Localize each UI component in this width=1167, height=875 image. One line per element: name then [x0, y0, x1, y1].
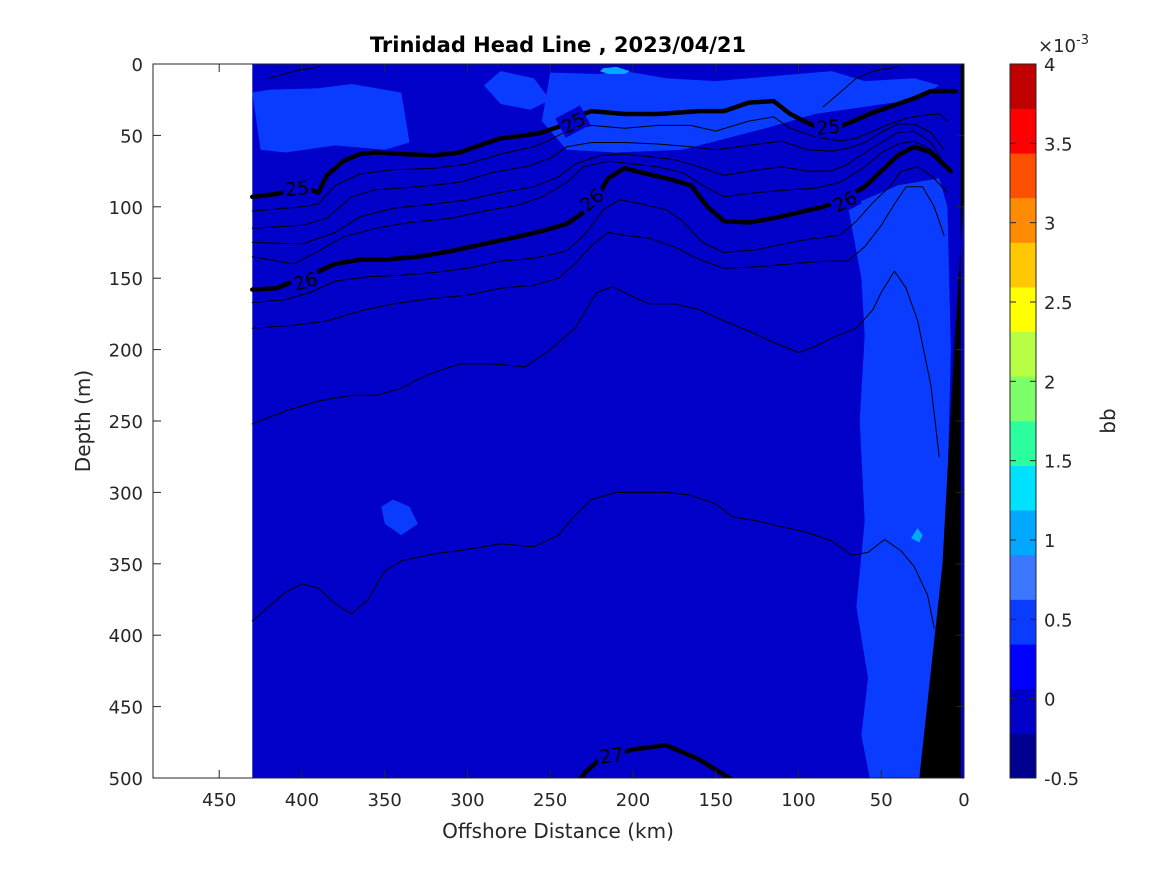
colorbar-label: bb [1096, 408, 1120, 433]
x-tick-label: 50 [870, 790, 893, 811]
colorbar-swatch [1010, 733, 1036, 779]
colorbar-swatch [1010, 64, 1036, 109]
field-region [484, 71, 551, 110]
contour-line-minor [251, 140, 948, 265]
contour-line-minor [251, 123, 945, 229]
y-tick-label: 400 [109, 626, 143, 647]
contour-line-major [250, 144, 954, 292]
contour-line-minor [251, 270, 940, 458]
contour-line-minor [251, 166, 948, 303]
contour-label: 25 [281, 174, 312, 201]
colorbar-swatch [1010, 197, 1036, 243]
colorbar-swatch [1010, 108, 1036, 154]
contour-label-backing [281, 174, 312, 200]
x-tick-label: 400 [285, 790, 319, 811]
colorbar-swatch [1010, 465, 1036, 511]
x-axis: 450 400 350 300 250 200 150 100 50 0 [202, 64, 970, 811]
colorbar-tick-label: 1.5 [1044, 452, 1073, 473]
contour-line-minor [251, 113, 948, 212]
chart-title: Trinidad Head Line , 2023/04/21 [370, 33, 746, 57]
colorbar-swatch [1010, 421, 1036, 466]
colorbar: -0.5 0 0.5 1 1.5 2 2.5 3 3.5 4 [1009, 55, 1079, 790]
colorbar-tick-label: 3.5 [1044, 134, 1073, 155]
colorbar-swatch [1010, 153, 1036, 199]
x-tick-label: 450 [202, 790, 236, 811]
colorbar-exponent-power: -3 [1076, 33, 1089, 48]
y-tick-label: 300 [109, 483, 143, 504]
colorbar-tick-label: -0.5 [1044, 769, 1079, 790]
colorbar-tick-label: 4 [1044, 55, 1055, 76]
colorbar-tick-label: 0.5 [1044, 610, 1073, 631]
x-tick-label: 100 [781, 790, 815, 811]
y-tick-label: 350 [109, 555, 143, 576]
contour-label-backing [813, 113, 844, 138]
colorbar-swatch [1010, 554, 1036, 600]
y-tick-label: 450 [109, 698, 143, 719]
x-axis-label: Offshore Distance (km) [442, 819, 674, 843]
colorbar-tick-label: 2.5 [1044, 293, 1073, 314]
field-region [911, 528, 923, 543]
contour-label-backing [288, 265, 322, 295]
colorbar-exponent: ×10-3 [1038, 33, 1089, 57]
colorbar-tick-label: 3 [1044, 214, 1055, 235]
contour-line-minor [268, 66, 319, 79]
contour-label-backing [826, 183, 862, 217]
colorbar-frame [1009, 63, 1037, 779]
y-axis: 0 50 100 150 200 250 300 350 400 450 500 [109, 55, 964, 790]
contour-label: 25 [813, 113, 844, 140]
colorbar-swatch [1010, 242, 1036, 288]
contour-label-backing [595, 741, 627, 768]
x-tick-label: 350 [368, 790, 402, 811]
contour-label-text: 25 [284, 177, 310, 201]
contour-label-backing [573, 181, 609, 217]
colorbar-swatch [1010, 287, 1036, 333]
y-tick-label: 200 [109, 341, 143, 362]
y-tick-label: 250 [109, 412, 143, 433]
x-tick-label: 0 [958, 790, 969, 811]
y-tick-label: 0 [132, 55, 143, 76]
contour-line-major [577, 742, 734, 778]
field-region [541, 71, 940, 153]
colorbar-exponent-base: ×10 [1038, 36, 1076, 57]
contour-line-minor [251, 491, 935, 629]
colorbar-swatch [1010, 331, 1036, 377]
contour-label: 27 [595, 741, 627, 769]
colorbar-tick-label: 0 [1044, 690, 1055, 711]
colorbar-tick-label: 1 [1044, 531, 1055, 552]
y-tick-label: 100 [109, 198, 143, 219]
y-tick-label: 50 [120, 126, 143, 147]
y-tick-label: 150 [109, 269, 143, 290]
field-region [599, 66, 630, 74]
field-background [252, 64, 964, 778]
contour-label-text: 27 [598, 744, 625, 769]
x-tick-label: 250 [533, 790, 567, 811]
x-tick-label: 300 [450, 790, 484, 811]
seafloor-topography [919, 64, 964, 778]
contour-line-minor [251, 130, 945, 245]
y-tick-label: 500 [109, 769, 143, 790]
x-tick-label: 150 [699, 790, 733, 811]
colorbar-swatch [1010, 599, 1036, 645]
contour-label-text: 25 [815, 116, 841, 140]
field-region [848, 178, 951, 778]
colorbar-swatch [1010, 644, 1036, 690]
field-region [252, 84, 410, 153]
colorbar-tick-label: 2 [1044, 372, 1055, 393]
x-tick-label: 200 [616, 790, 650, 811]
colorbar-swatch [1010, 688, 1036, 734]
colorbar-swatch [1010, 510, 1036, 556]
y-axis-label: Depth (m) [71, 370, 95, 472]
contour-label: 26 [288, 265, 322, 296]
contour-line-minor [251, 186, 945, 329]
colorbar-swatch [1010, 376, 1036, 422]
field-region [381, 499, 418, 536]
contour-label-backing [555, 105, 591, 138]
